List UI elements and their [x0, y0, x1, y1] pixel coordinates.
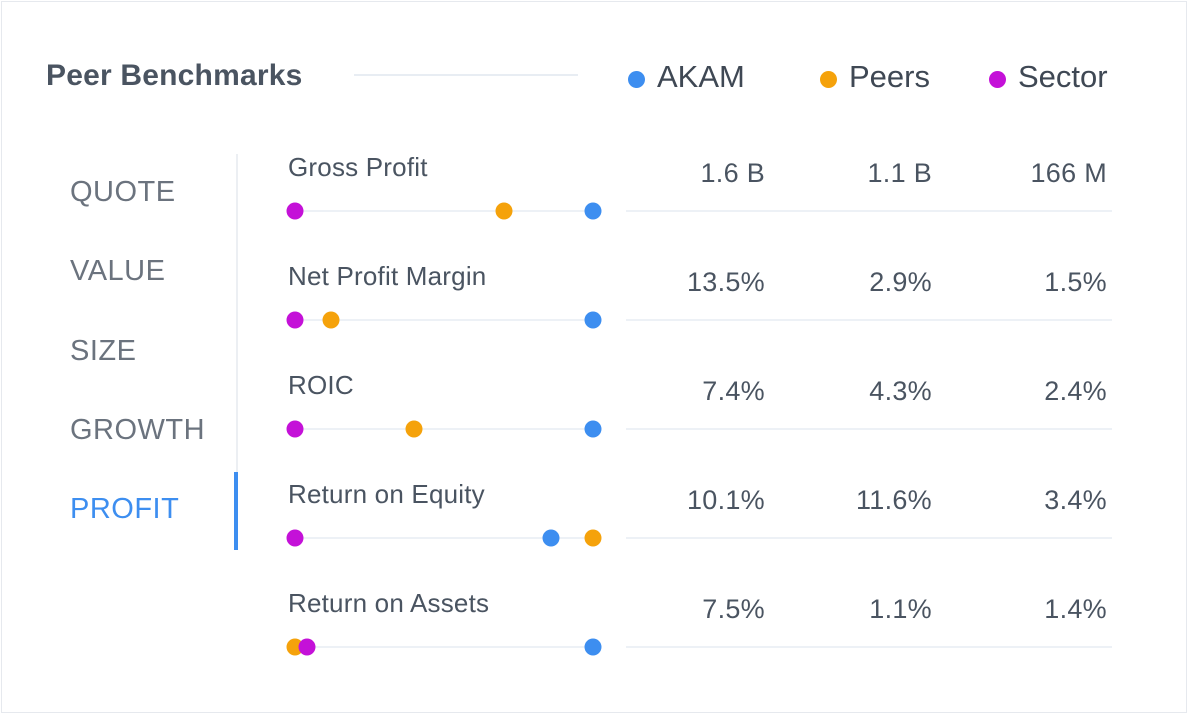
tab-size[interactable]: SIZE: [70, 335, 137, 367]
row-divider: [626, 210, 1112, 212]
metric-value-sector: 3.4%: [1044, 485, 1107, 515]
peers-marker: [495, 202, 513, 220]
metric-value-akam: 13.5%: [686, 267, 765, 297]
legend-akam-label: AKAM: [657, 59, 745, 94]
metric-value-sector: 1.5%: [1044, 267, 1107, 297]
akam-marker: [584, 202, 602, 220]
metric-value-akam: 10.1%: [686, 485, 765, 515]
row-divider: [626, 646, 1112, 648]
range-track: [295, 428, 593, 430]
akam-marker: [584, 638, 602, 656]
metric-value-sector: 2.4%: [1044, 376, 1107, 406]
tab-growth[interactable]: GROWTH: [70, 414, 206, 446]
tabs-divider: [236, 154, 238, 549]
metric-label: Return on Assets: [288, 588, 490, 618]
legend-peers: Peers: [820, 59, 930, 95]
range-track: [295, 210, 593, 212]
range-track: [295, 646, 593, 648]
metric-value-peers: 11.6%: [855, 485, 932, 515]
tab-quote[interactable]: QUOTE: [70, 176, 176, 208]
metric-value-sector: 1.4%: [1044, 594, 1107, 624]
tab-profit[interactable]: PROFIT: [70, 493, 180, 525]
sector-marker: [286, 202, 304, 220]
metric-value-akam: 7.5%: [702, 594, 765, 624]
akam-dot-icon: [628, 70, 645, 88]
range-track: [295, 537, 593, 539]
peers-marker: [584, 529, 602, 547]
metric-value-akam: 1.6 B: [700, 158, 765, 188]
sector-marker: [286, 420, 304, 438]
row-divider: [626, 537, 1112, 539]
metric-label: Gross Profit: [288, 152, 428, 182]
peers-dot-icon: [820, 70, 837, 88]
sector-marker: [286, 529, 304, 547]
metric-value-sector: 166 M: [1030, 158, 1107, 188]
legend-peers-label: Peers: [849, 59, 930, 94]
akam-marker: [584, 311, 602, 329]
metric-label: ROIC: [288, 370, 354, 400]
metric-value-peers: 1.1 B: [867, 158, 932, 188]
sector-dot-icon: [989, 70, 1006, 88]
akam-marker: [584, 420, 602, 438]
title-divider: [354, 74, 578, 76]
row-divider: [626, 319, 1112, 321]
metric-value-peers: 2.9%: [869, 267, 932, 297]
peers-marker: [322, 311, 340, 329]
metric-value-peers: 4.3%: [869, 376, 932, 406]
row-divider: [626, 428, 1112, 430]
legend-akam: AKAM: [628, 59, 745, 95]
sector-marker: [286, 311, 304, 329]
akam-marker: [542, 529, 560, 547]
metric-label: Return on Equity: [288, 479, 485, 509]
tab-value[interactable]: VALUE: [70, 255, 166, 287]
peers-marker: [405, 420, 423, 438]
active-tab-indicator: [234, 472, 238, 550]
range-track: [295, 319, 593, 321]
card-title: Peer Benchmarks: [46, 59, 303, 92]
metric-value-peers: 1.1%: [869, 594, 932, 624]
metric-value-akam: 7.4%: [702, 376, 765, 406]
legend-sector: Sector: [989, 59, 1108, 95]
metric-label: Net Profit Margin: [288, 261, 487, 291]
sector-marker: [298, 638, 316, 656]
legend-sector-label: Sector: [1018, 59, 1108, 94]
